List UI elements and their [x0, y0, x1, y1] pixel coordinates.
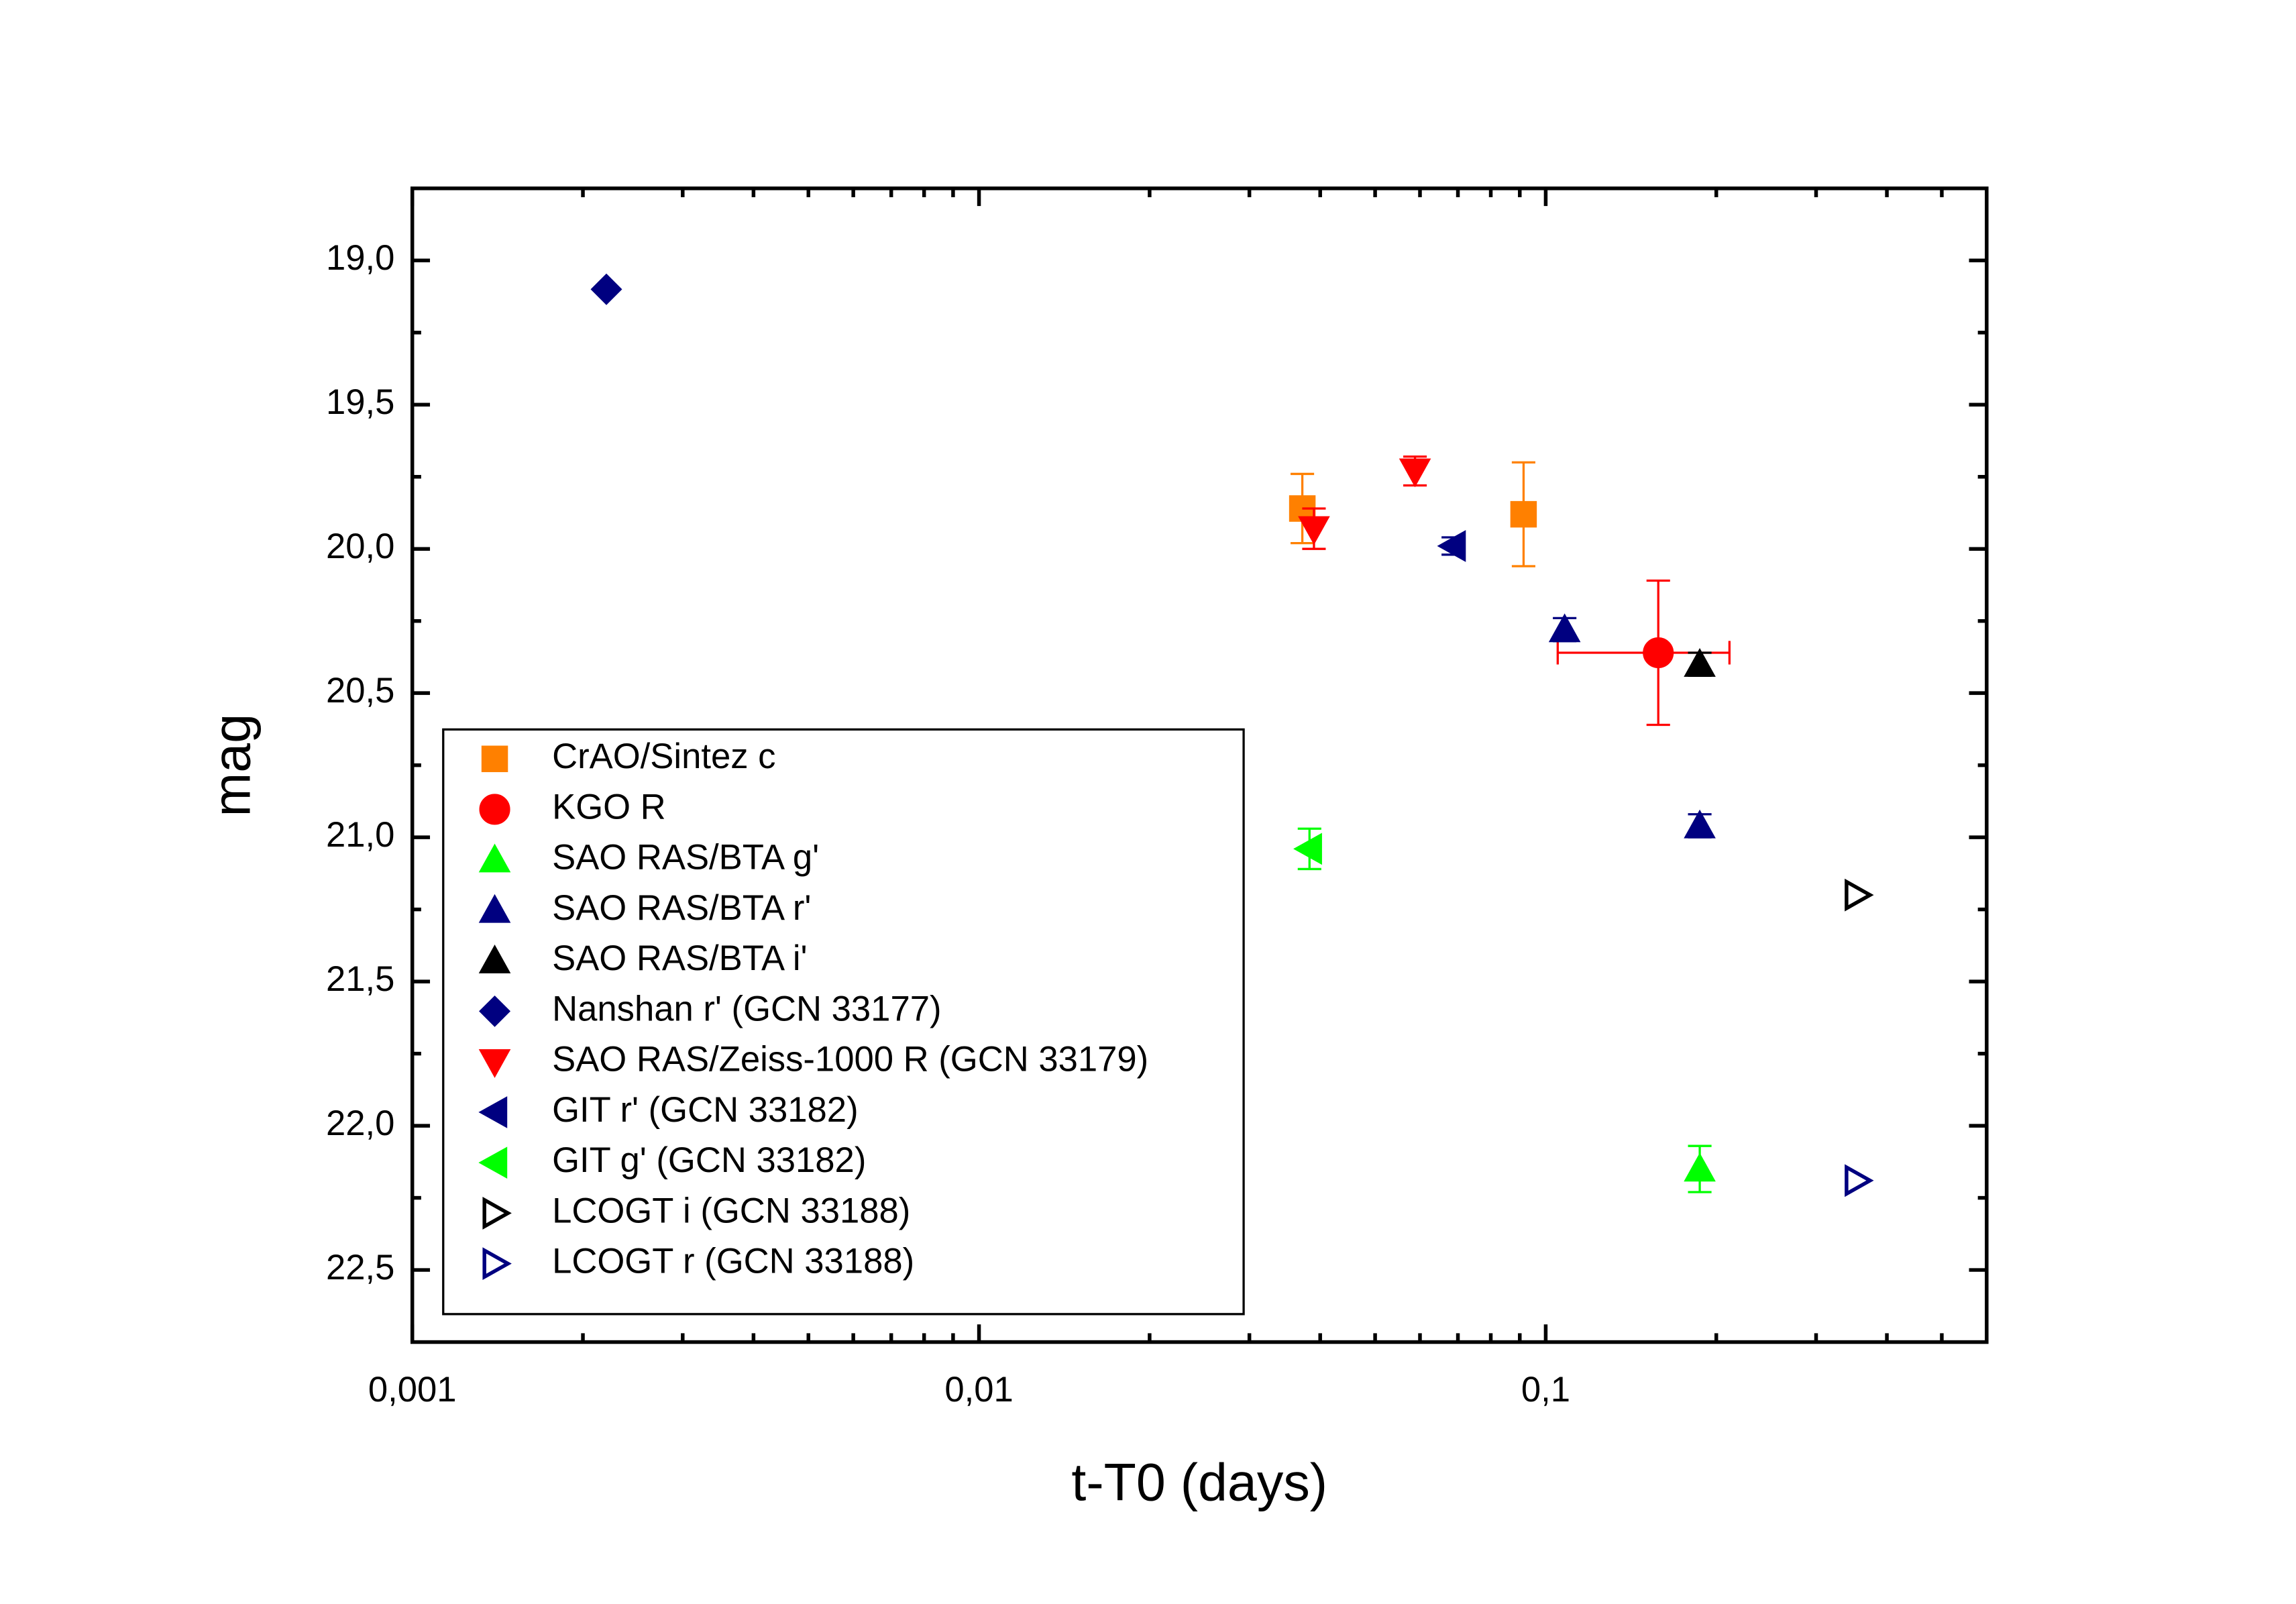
y-tick-label: 19,5: [326, 382, 394, 422]
legend-label: GIT r' (GCN 33182): [552, 1090, 859, 1130]
legend-label: SAO RAS/BTA i': [552, 939, 807, 978]
x-tick-label: 0,1: [1521, 1370, 1570, 1409]
series: [1845, 1164, 1874, 1197]
legend-label: LCOGT i (GCN 33188): [552, 1191, 910, 1230]
plot-frame: [410, 186, 1989, 1344]
marker-triangle: [1298, 516, 1330, 545]
y-tick-label: 20,0: [326, 527, 394, 566]
series: [1684, 1144, 1716, 1193]
legend-label: SAO RAS/BTA g': [552, 838, 819, 877]
legend-marker: [482, 1196, 512, 1230]
marker-circle: [1643, 637, 1674, 669]
legend-label: KGO R: [552, 787, 666, 826]
marker-triangle: [1293, 833, 1322, 865]
series: [1293, 827, 1322, 871]
series: [1556, 579, 1731, 727]
legend-label: CrAO/Sintez c: [552, 737, 775, 776]
legend-label: LCOGT r (GCN 33188): [552, 1242, 914, 1281]
x-tick-label: 0,01: [944, 1370, 1013, 1409]
legend-marker: [479, 794, 510, 825]
marker-triangle: [1684, 809, 1716, 839]
y-axis-title: mag: [202, 714, 261, 817]
series: [1298, 455, 1431, 550]
y-tick-label: 22,0: [326, 1104, 394, 1143]
legend-marker: [478, 944, 511, 973]
legend-box: [442, 728, 1245, 1316]
y-tick-label: 22,5: [326, 1248, 394, 1287]
y-tick-label: 21,5: [326, 959, 394, 999]
marker-square: [1510, 500, 1537, 528]
legend-marker: [481, 745, 508, 772]
legend-marker: [478, 1049, 511, 1078]
series: [1845, 878, 1874, 912]
legend-label: Nanshan r' (GCN 33177): [552, 989, 941, 1028]
legend-label: SAO RAS/Zeiss-1000 R (GCN 33179): [552, 1040, 1148, 1079]
series: [590, 273, 622, 305]
legend-marker: [478, 1146, 508, 1179]
marker-triangle: [1548, 613, 1581, 643]
marker-triangle: [1684, 647, 1716, 677]
x-axis-title: t-T0 (days): [1071, 1452, 1327, 1511]
y-tick-label: 21,0: [326, 815, 394, 855]
legend: CrAO/Sintez c KGO R SAO RAS/BTA g' SAO RAS/…: [442, 728, 1245, 1316]
legend-marker: [479, 995, 511, 1027]
marker-triangle: [1684, 1153, 1716, 1182]
series: [1684, 647, 1716, 678]
series: [1437, 530, 1466, 562]
marker-triangle: [1437, 530, 1466, 562]
marker-triangle-open: [1845, 1164, 1874, 1197]
marker-diamond: [590, 273, 622, 305]
legend-marker: [478, 894, 511, 923]
x-tick-label: 0,001: [368, 1370, 457, 1409]
y-tick-label: 19,0: [326, 238, 394, 278]
marker-triangle: [1399, 458, 1431, 488]
legend-label: SAO RAS/BTA r': [552, 888, 811, 928]
legend-label: GIT g' (GCN 33182): [552, 1140, 866, 1180]
legend-marker: [482, 1247, 512, 1281]
marker-triangle-open: [1845, 878, 1874, 912]
series: [1548, 613, 1716, 839]
y-tick-label: 20,5: [326, 671, 394, 710]
legend-marker: [478, 1096, 508, 1128]
legend-marker: [478, 843, 511, 873]
